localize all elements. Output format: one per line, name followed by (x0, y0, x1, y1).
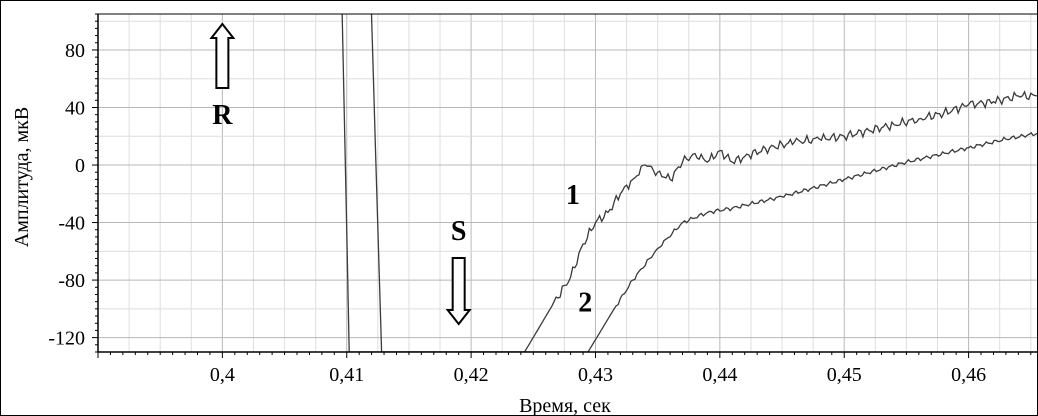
x-tick-label: 0,43 (578, 364, 613, 386)
x-tick-label: 0,41 (329, 364, 364, 386)
series-line-1 (341, 14, 1038, 352)
y-tick-label: -80 (58, 270, 85, 292)
x-tick-label: 0,4 (210, 364, 235, 386)
series-label: 2 (578, 288, 592, 319)
y-tick-label: -40 (58, 213, 85, 235)
y-tick-label: 80 (65, 40, 85, 62)
y-tick-label: 40 (65, 97, 85, 119)
arrow-up-icon (209, 22, 236, 89)
x-tick-label: 0,42 (454, 364, 489, 386)
annotations: R S 1 2 (209, 22, 592, 326)
series-label: 1 (566, 180, 580, 211)
y-tick-label: 0 (75, 155, 85, 177)
y-axis-label: Амплитуда, мкВ (11, 107, 33, 247)
series-line-2 (370, 14, 1038, 352)
x-axis-label: Время, сек (519, 395, 611, 416)
x-tick-label: 0,44 (702, 364, 737, 386)
arrow-down-icon (445, 257, 472, 326)
x-tick-labels: 0,4 0,41 0,42 0,43 0,44 0,45 0,46 (210, 364, 986, 386)
series-group (341, 14, 1038, 352)
annotation-label: S (451, 216, 467, 247)
y-tick-labels: 80 40 0 -40 -80 -120 (48, 40, 85, 350)
x-tick-label: 0,45 (827, 364, 862, 386)
y-tick-label: -120 (48, 328, 85, 350)
axes (97, 13, 1037, 353)
annotation-label: R (212, 100, 233, 131)
x-tick-label: 0,46 (951, 364, 986, 386)
plot-area (98, 14, 1037, 352)
